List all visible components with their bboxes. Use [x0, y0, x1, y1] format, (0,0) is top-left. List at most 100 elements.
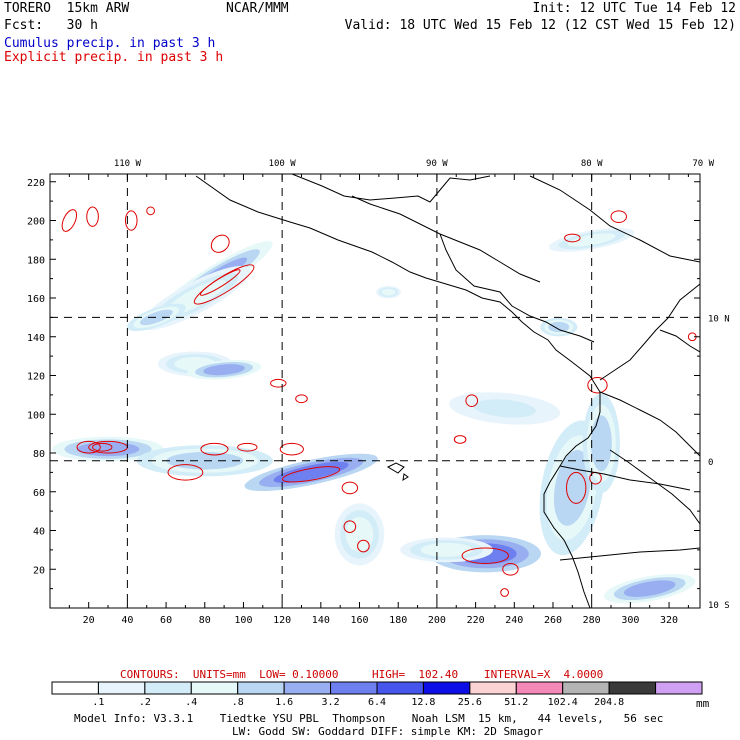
precip-contour: [270, 378, 287, 388]
legend-swatch: [190, 681, 239, 695]
legend-tick-label: 51.2: [504, 697, 528, 708]
legend-contours-label: CONTOURS: UNITS=mm LOW= 0.10000: [120, 668, 339, 681]
plot-frame: [49, 173, 701, 609]
precip-area: [590, 415, 612, 472]
lon-label: 70 W: [692, 159, 714, 169]
precip-contour: [465, 394, 479, 407]
precip-contour: [610, 210, 627, 223]
legend-tick-label: 25.6: [458, 697, 482, 708]
precip-contour: [167, 464, 204, 481]
y-tick-label: 160: [27, 294, 45, 305]
legend-swatch: [283, 681, 332, 695]
precip-contour: [76, 440, 101, 454]
precip-contour: [237, 442, 258, 452]
legend-swatch: [97, 681, 146, 695]
y-tick-label: 140: [27, 333, 45, 344]
precip-contour: [295, 394, 308, 404]
y-tick-label: 220: [27, 178, 45, 189]
precip-contour: [453, 435, 467, 444]
x-tick-label: 120: [273, 615, 291, 626]
legend-tick-label: 102.4: [548, 697, 578, 708]
center-title: NCAR/MMM: [226, 1, 289, 16]
valid-time: Valid: 18 UTC Wed 15 Feb 12 (12 CST Wed …: [344, 18, 736, 33]
precip-contour: [92, 442, 113, 452]
precip-contour: [200, 442, 229, 456]
x-tick-label: 80: [199, 615, 211, 626]
y-tick-label: 60: [33, 488, 45, 499]
precip-area: [623, 580, 676, 597]
x-tick-label: 320: [660, 615, 678, 626]
coastlines: [195, 174, 700, 608]
precip-area: [203, 364, 245, 376]
lon-label: 80 W: [581, 159, 603, 169]
legend-swatch: [376, 681, 424, 695]
cumulus-label: Cumulus precip. in past 3 h: [4, 36, 216, 51]
y-tick-label: 20: [33, 565, 45, 576]
precip-contour: [564, 233, 581, 243]
legend-swatch: [144, 681, 192, 695]
x-tick-label: 300: [621, 615, 639, 626]
lat-label: 10 S: [708, 601, 730, 611]
legend-tick-label: 12.8: [411, 697, 435, 708]
x-tick-label: 160: [350, 615, 368, 626]
x-tick-label: 280: [583, 615, 601, 626]
x-tick-label: 200: [428, 615, 446, 626]
precip-contour: [357, 539, 370, 553]
model-title: TORERO 15km ARW: [4, 1, 130, 16]
lon-label: 110 W: [114, 159, 142, 169]
precip-area: [548, 321, 570, 333]
legend-tick-label: 1.6: [275, 697, 293, 708]
precip-contour: [199, 269, 241, 296]
legend-swatch: [469, 681, 517, 695]
x-tick-label: 100: [234, 615, 252, 626]
y-tick-label: 120: [27, 372, 45, 383]
y-tick-label: 100: [27, 410, 45, 421]
legend-swatch: [655, 681, 703, 695]
y-tick-label: 200: [27, 217, 45, 228]
precip-contour: [341, 481, 359, 495]
legend-tick-label: .1: [92, 697, 104, 708]
precip-area: [139, 309, 173, 326]
legend-swatch: [422, 681, 471, 695]
precip-area: [345, 516, 374, 552]
legend-interval-label: INTERVAL=X 4.0000: [484, 668, 604, 681]
legend-swatch: [608, 681, 657, 695]
precip-contour: [279, 442, 304, 456]
precip-contour: [282, 466, 341, 483]
legend-tick-label: 204.8: [594, 697, 624, 708]
precip-contour: [210, 234, 230, 253]
x-tick-label: 20: [83, 615, 95, 626]
precip-area: [420, 542, 473, 557]
precip-contour: [146, 206, 155, 216]
precip-area: [381, 288, 396, 296]
lat-label: 10 N: [708, 314, 730, 324]
y-tick-label: 80: [33, 449, 45, 460]
legend-tick-label: .2: [139, 697, 151, 708]
precip-contour: [502, 562, 519, 576]
legend-swatch: [330, 681, 378, 695]
legend-high-label: HIGH= 102.40: [372, 668, 459, 681]
legend-tick-label: .8: [232, 697, 244, 708]
precip-contour: [61, 209, 78, 232]
legend-unit: mm: [696, 697, 710, 710]
x-tick-label: 240: [505, 615, 523, 626]
x-tick-label: 140: [312, 615, 330, 626]
legend-swatch: [562, 681, 610, 695]
x-tick-label: 60: [160, 615, 172, 626]
model-info-line2: LW: Godd SW: Goddard DIFF: simple KM: 2D…: [232, 725, 544, 738]
lat-lon-grid: [50, 174, 700, 608]
x-tick-label: 180: [389, 615, 407, 626]
legend-swatch: [51, 681, 99, 695]
precip-contour: [566, 471, 587, 504]
precip-contour: [461, 547, 509, 564]
precip-contour: [86, 206, 99, 227]
explicit-label: Explicit precip. in past 3 h: [4, 50, 224, 65]
legend-swatch: [237, 681, 285, 695]
legend-tick-label: 6.4: [368, 697, 386, 708]
legend-tick-label: .4: [185, 697, 197, 708]
legend-swatch: [515, 681, 564, 695]
lat-label: 0: [708, 458, 713, 468]
y-tick-label: 40: [33, 527, 45, 538]
x-tick-label: 220: [467, 615, 485, 626]
